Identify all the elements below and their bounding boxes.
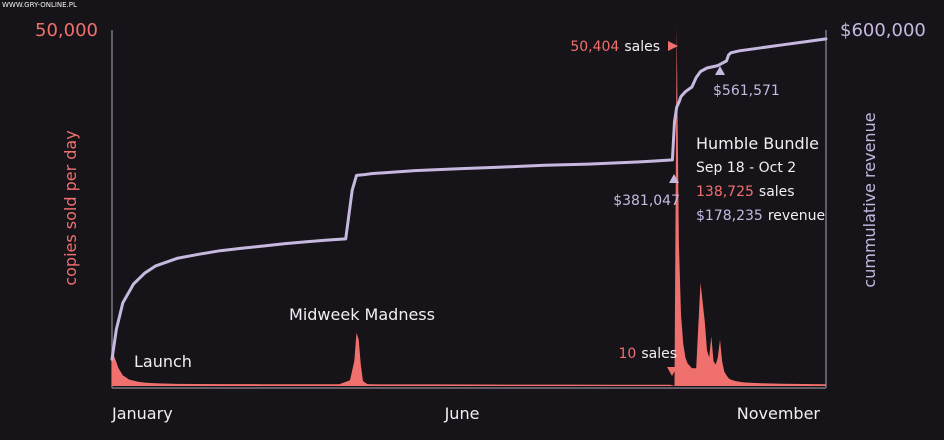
humble-revenue-value: $178,235 — [696, 208, 763, 224]
left-axis-title: copies sold per day — [61, 130, 80, 285]
left-axis-max-label: 50,000 — [35, 20, 98, 41]
peak-sales-value: 50,404 — [570, 39, 619, 55]
humble-bundle-title: Humble Bundle — [696, 134, 819, 153]
midweek-madness-annotation: Midweek Madness — [289, 305, 435, 324]
revenue-after-arrow-icon — [715, 66, 725, 75]
humble-sales-unit: sales — [759, 184, 795, 200]
x-tick-label-january: January — [111, 404, 173, 423]
revenue-before-arrow-icon — [669, 174, 679, 183]
humble-revenue-unit: revenue — [768, 208, 825, 224]
watermark: WWW.GRY-ONLINE.PL — [2, 1, 77, 9]
right-axis-title: cummulative revenue — [860, 112, 879, 287]
right-axis-max-label: $600,000 — [840, 20, 926, 41]
peak-sales-annotation: 50,404 sales — [570, 39, 660, 55]
revenue-before-annotation: $381,047 — [613, 193, 680, 209]
low-sales-unit: sales — [641, 346, 677, 362]
low-sales-annotation: 10 sales — [619, 346, 678, 362]
launch-annotation: Launch — [134, 352, 192, 371]
low-sales-arrow-icon — [667, 367, 677, 376]
revenue-line-series — [110, 37, 828, 361]
x-tick-label-november: November — [737, 404, 821, 423]
humble-bundle-sales: 138,725 sales — [696, 184, 795, 200]
humble-bundle-dates: Sep 18 - Oct 2 — [696, 160, 796, 176]
sales-area-series — [112, 27, 826, 386]
humble-bundle-revenue: $178,235 revenue — [696, 208, 825, 224]
humble-sales-value: 138,725 — [696, 184, 754, 200]
peak-sales-arrow-icon — [668, 41, 678, 51]
peak-sales-unit: sales — [624, 39, 660, 55]
x-tick-label-june: June — [444, 404, 480, 423]
low-sales-value: 10 — [619, 346, 637, 362]
revenue-after-annotation: $561,571 — [713, 83, 780, 99]
